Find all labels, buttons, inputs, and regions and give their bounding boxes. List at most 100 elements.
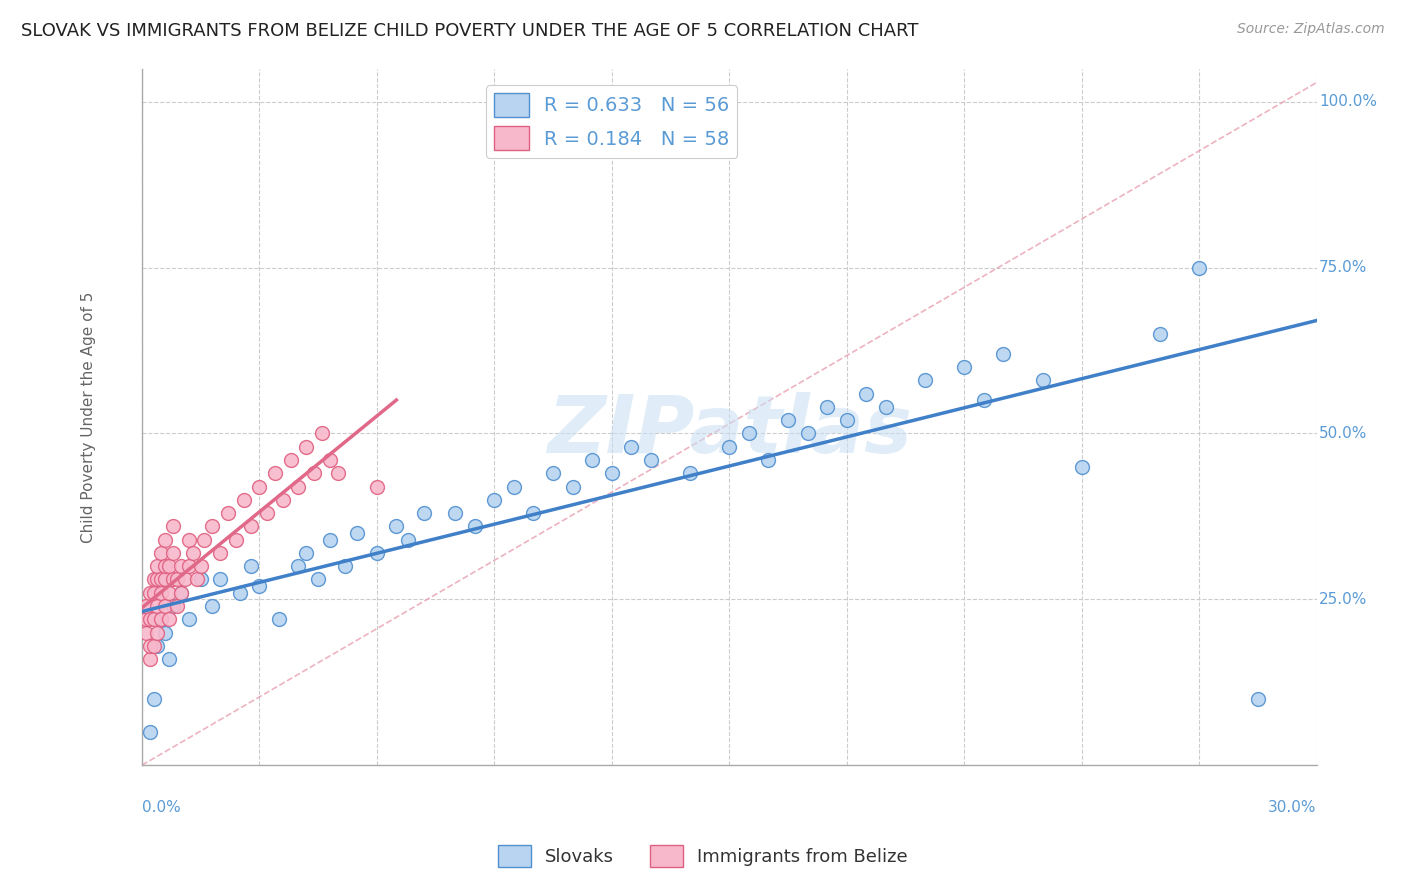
Point (155, 559, 177, 574)
Point (201, 599, 224, 613)
Point (135, 612, 157, 626)
Point (150, 546, 173, 560)
Point (155, 625, 177, 640)
Point (190, 559, 212, 574)
Point (138, 725, 160, 739)
Point (855, 386, 877, 401)
Point (166, 573, 188, 587)
Point (319, 453, 342, 467)
Point (146, 639, 169, 653)
Point (776, 413, 799, 427)
Text: 50.0%: 50.0% (1319, 426, 1368, 441)
Text: 100.0%: 100.0% (1319, 95, 1376, 109)
Point (738, 426, 761, 441)
Point (1032, 373, 1054, 387)
Point (162, 573, 184, 587)
Point (307, 573, 329, 587)
Point (561, 479, 583, 493)
Point (796, 426, 818, 441)
Point (444, 506, 467, 520)
Point (138, 585, 160, 599)
Point (247, 479, 270, 493)
Point (232, 492, 254, 507)
Point (146, 625, 169, 640)
Point (142, 612, 165, 626)
Point (142, 585, 165, 599)
Point (464, 519, 486, 533)
Point (162, 519, 184, 533)
Point (150, 585, 173, 599)
Point (835, 413, 858, 427)
Point (240, 559, 263, 574)
Point (264, 467, 287, 481)
Point (247, 579, 270, 593)
Point (295, 440, 318, 454)
Text: SLOVAK VS IMMIGRANTS FROM BELIZE CHILD POVERTY UNDER THE AGE OF 5 CORRELATION CH: SLOVAK VS IMMIGRANTS FROM BELIZE CHILD P… (21, 22, 918, 40)
Point (155, 533, 177, 547)
Point (256, 506, 278, 520)
Point (150, 573, 173, 587)
Text: 25.0%: 25.0% (1319, 591, 1368, 607)
Point (157, 559, 180, 574)
Point (412, 506, 434, 520)
Point (170, 585, 193, 599)
Point (366, 479, 388, 493)
Text: 0.0%: 0.0% (142, 800, 180, 815)
Point (135, 625, 157, 640)
Text: Source: ZipAtlas.com: Source: ZipAtlas.com (1237, 22, 1385, 37)
Point (335, 559, 357, 574)
Point (271, 492, 294, 507)
Point (142, 691, 165, 706)
Point (157, 612, 180, 626)
Point (1188, 260, 1211, 275)
Point (177, 612, 200, 626)
Point (142, 573, 165, 587)
Point (346, 526, 368, 541)
Point (326, 467, 349, 481)
Point (193, 533, 215, 547)
Point (875, 400, 897, 414)
Point (150, 612, 173, 626)
Point (600, 467, 623, 481)
Point (953, 360, 976, 375)
Point (138, 652, 160, 666)
Point (319, 533, 342, 547)
Point (541, 467, 564, 481)
Point (157, 652, 180, 666)
Point (135, 599, 157, 613)
Point (914, 373, 936, 387)
Point (166, 599, 188, 613)
Point (155, 573, 177, 587)
Point (522, 506, 544, 520)
Point (973, 393, 995, 408)
Point (177, 559, 200, 574)
Point (484, 492, 506, 507)
Point (758, 453, 780, 467)
Point (993, 347, 1015, 361)
Point (138, 639, 160, 653)
Point (1247, 691, 1270, 706)
Point (177, 533, 200, 547)
Point (267, 612, 290, 626)
Text: 30.0%: 30.0% (1268, 800, 1317, 815)
Point (209, 546, 232, 560)
Point (240, 519, 263, 533)
Point (679, 467, 702, 481)
Point (1149, 326, 1171, 341)
Point (162, 599, 184, 613)
Point (366, 546, 388, 560)
Text: 75.0%: 75.0% (1319, 260, 1368, 275)
Point (1070, 459, 1092, 474)
Point (396, 533, 419, 547)
Point (620, 440, 643, 454)
Point (174, 573, 197, 587)
Text: ZIPatlas: ZIPatlas (547, 392, 912, 470)
Point (302, 467, 325, 481)
Point (138, 612, 160, 626)
Point (815, 400, 838, 414)
Legend: Slovaks, Immigrants from Belize: Slovaks, Immigrants from Belize (491, 838, 915, 874)
Point (170, 585, 193, 599)
Point (287, 479, 309, 493)
Point (229, 585, 252, 599)
Point (503, 479, 526, 493)
